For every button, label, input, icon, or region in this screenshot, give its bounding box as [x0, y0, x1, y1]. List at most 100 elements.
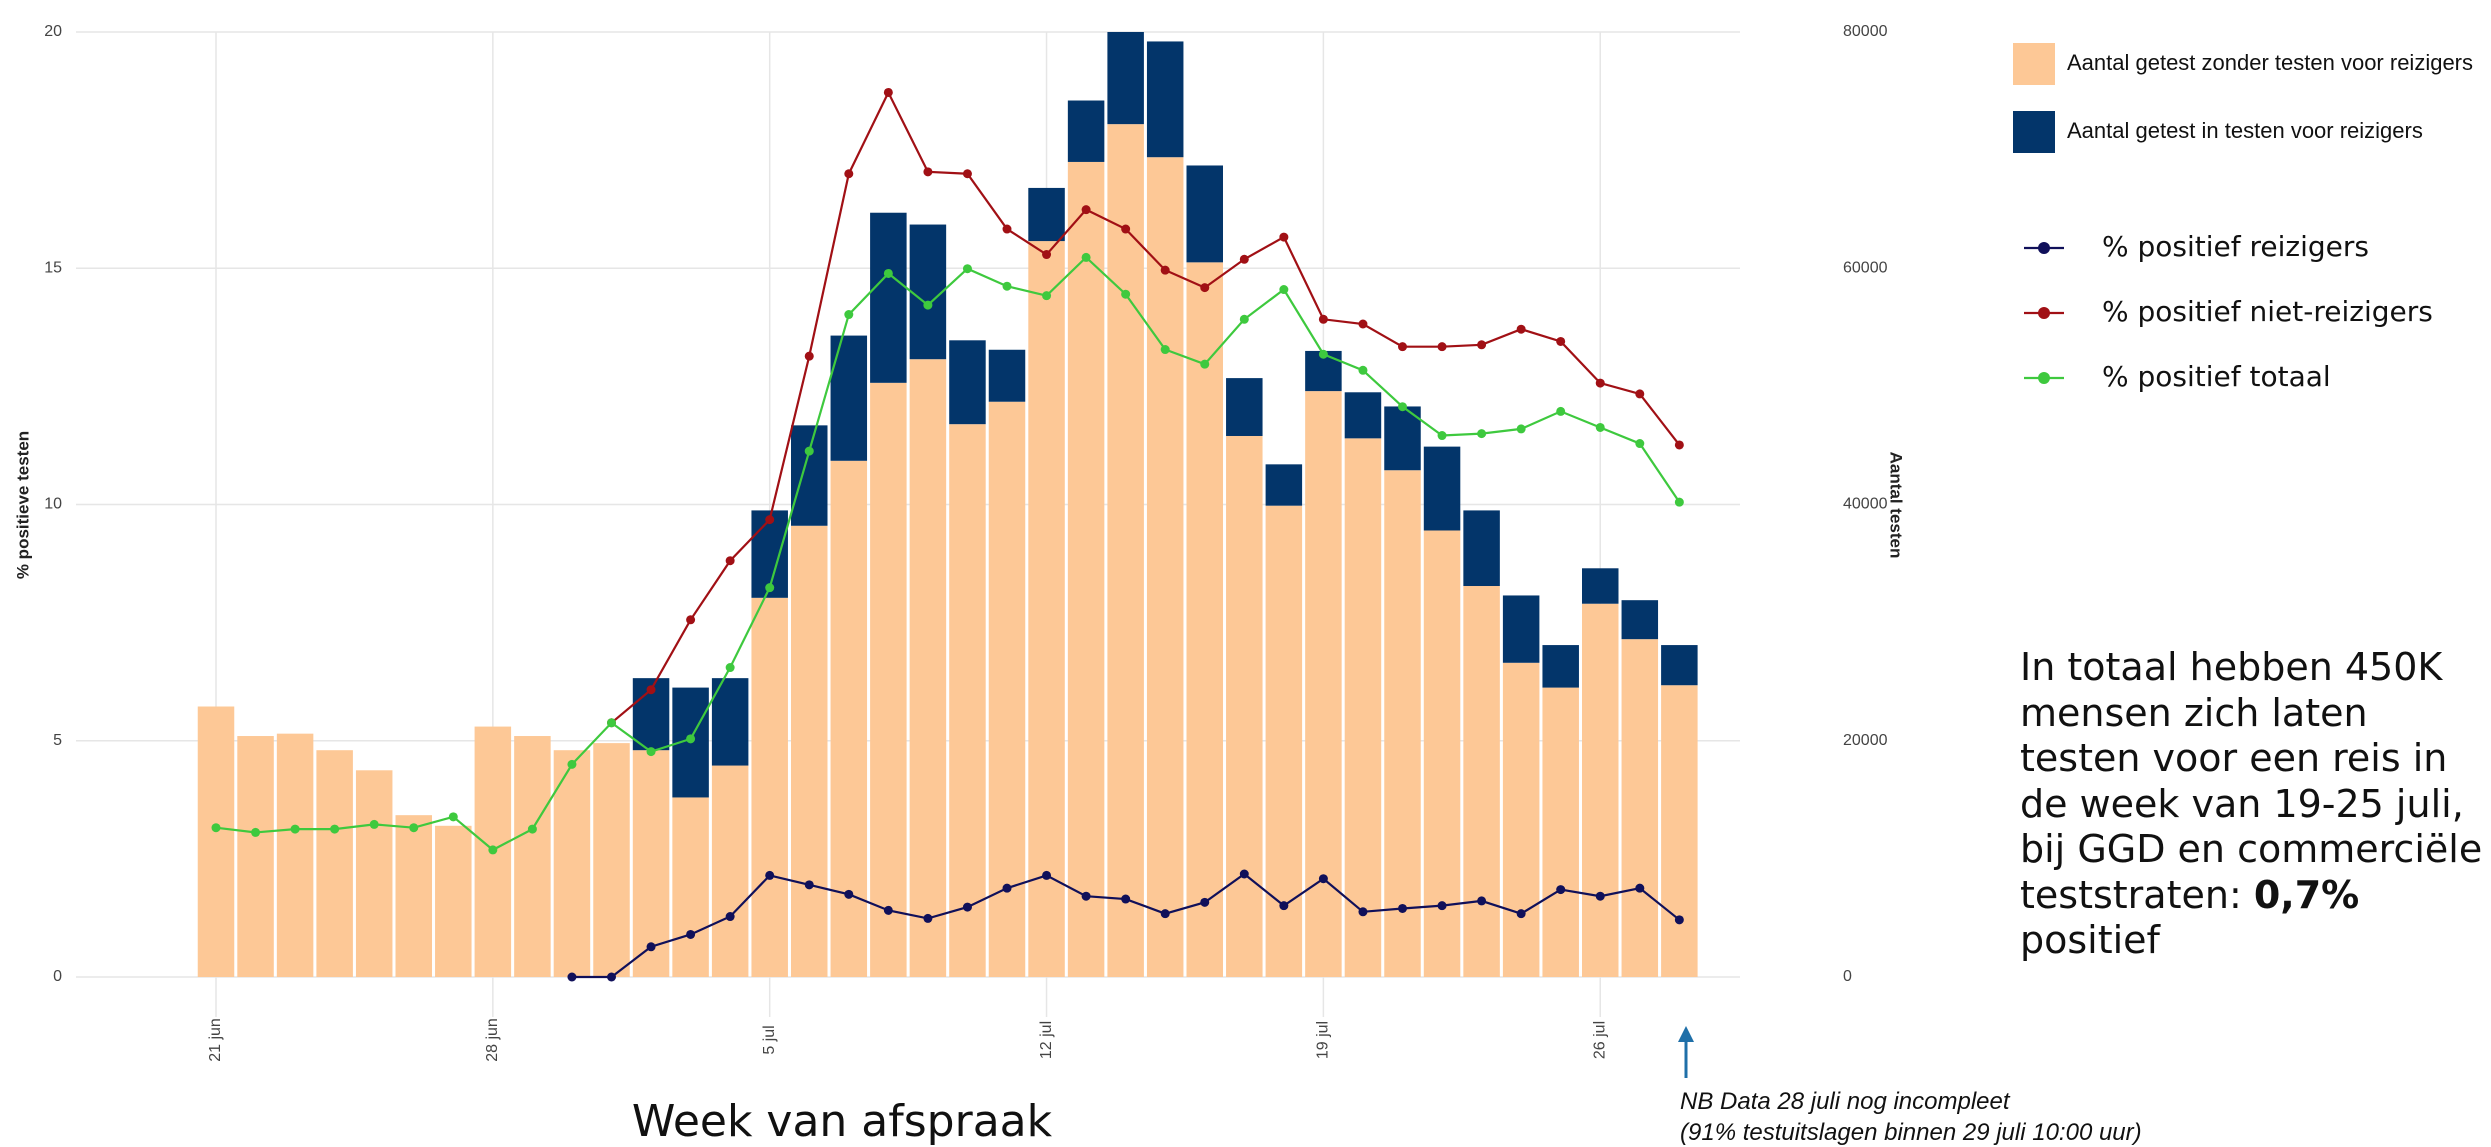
- arrow-head: [1678, 1026, 1694, 1042]
- legend-label: Aantal getest in testen voor reizigers: [2067, 118, 2423, 143]
- y-tick-label: 10: [44, 496, 62, 513]
- y2-axis-title: Aantal testen: [1887, 452, 1906, 559]
- point: [646, 685, 656, 695]
- bar: [988, 349, 1026, 402]
- point: [883, 87, 893, 97]
- annotation-highlight: 0,7%: [2253, 872, 2360, 917]
- point: [607, 972, 616, 982]
- point: [1674, 497, 1684, 507]
- point: [923, 913, 933, 923]
- bar: [1384, 470, 1421, 977]
- legend-dot: [2038, 372, 2050, 384]
- y-tick-label: 15: [44, 259, 62, 276]
- bar: [1028, 187, 1065, 242]
- point: [1121, 894, 1131, 904]
- bar: [514, 736, 551, 977]
- point: [1002, 224, 1012, 234]
- bar: [1582, 603, 1619, 977]
- bar: [1661, 645, 1698, 686]
- bar: [711, 765, 749, 977]
- x-axis-title: Week van afspraak: [632, 1096, 1053, 1147]
- point: [1358, 319, 1368, 329]
- point: [1556, 336, 1566, 346]
- bar: [1028, 241, 1065, 978]
- bar: [672, 797, 709, 977]
- x-tick-label: 21 jun: [207, 1018, 224, 1062]
- point: [1635, 439, 1645, 449]
- point: [251, 827, 261, 837]
- point: [1081, 205, 1091, 215]
- point: [1121, 224, 1131, 234]
- legend-label: Aantal getest zonder testen voor reizige…: [2067, 50, 2473, 75]
- annotation: In totaal hebben 450K mensen zich laten …: [2020, 645, 2490, 964]
- point: [1239, 254, 1249, 264]
- point: [646, 747, 656, 757]
- bar: [949, 340, 986, 425]
- legend-swatch: [2013, 43, 2055, 85]
- bar: [355, 770, 393, 977]
- point: [1556, 885, 1566, 895]
- point: [923, 167, 933, 177]
- point: [1516, 424, 1526, 434]
- bar: [1186, 262, 1223, 977]
- point: [1279, 232, 1289, 242]
- bar: [1542, 645, 1579, 688]
- point: [1239, 314, 1249, 324]
- y-tick-label: 5: [53, 732, 62, 749]
- bar: [1621, 600, 1659, 640]
- point: [923, 300, 933, 310]
- point: [1398, 903, 1407, 913]
- annotation-text: In totaal hebben 450K mensen zich laten …: [2020, 645, 2483, 917]
- point: [1279, 901, 1289, 911]
- point: [1595, 422, 1605, 432]
- point: [1358, 365, 1368, 375]
- point: [1635, 883, 1645, 893]
- point: [1200, 359, 1210, 369]
- point: [1081, 891, 1091, 901]
- bar: [1502, 662, 1540, 977]
- y-tick-label: 20: [44, 23, 62, 40]
- point: [725, 912, 735, 922]
- legend-label: % positief niet-reizigers: [2102, 295, 2433, 328]
- point: [844, 169, 854, 179]
- point: [1042, 870, 1052, 880]
- point: [567, 759, 577, 769]
- point: [1477, 429, 1487, 439]
- point: [725, 663, 735, 673]
- bar: [276, 733, 314, 977]
- point: [1635, 389, 1645, 399]
- bar: [1463, 586, 1500, 977]
- point: [1477, 896, 1487, 906]
- bar: [1384, 406, 1421, 471]
- point: [448, 812, 458, 822]
- x-tick-label: 26 jul: [1591, 1021, 1608, 1059]
- bar: [1344, 438, 1382, 978]
- point: [1398, 342, 1407, 352]
- point: [844, 889, 854, 899]
- point: [1437, 901, 1447, 911]
- point: [1042, 291, 1052, 301]
- bar: [1146, 41, 1184, 158]
- legend-dot: [2038, 242, 2050, 254]
- point: [686, 615, 696, 625]
- bar: [197, 706, 235, 977]
- point: [527, 824, 537, 834]
- legend-label: % positief reizigers: [2102, 230, 2369, 263]
- point: [1160, 345, 1170, 355]
- legend-swatch: [2013, 111, 2055, 153]
- bar: [316, 750, 353, 977]
- note-line: (91% testuitslagen binnen 29 juli 10:00 …: [1680, 1119, 2142, 1146]
- point: [1516, 324, 1526, 334]
- x-tick-label: 12 jul: [1038, 1021, 1055, 1059]
- point: [1002, 883, 1012, 893]
- point: [1398, 402, 1407, 412]
- bar: [395, 815, 432, 977]
- bar: [1344, 392, 1382, 439]
- annotation-suffix: positief: [2020, 918, 2160, 962]
- note-line: NB Data 28 juli nog incompleet: [1680, 1088, 2010, 1115]
- point: [646, 942, 656, 952]
- y2-tick-label: 0: [1843, 968, 1852, 985]
- point: [844, 310, 854, 320]
